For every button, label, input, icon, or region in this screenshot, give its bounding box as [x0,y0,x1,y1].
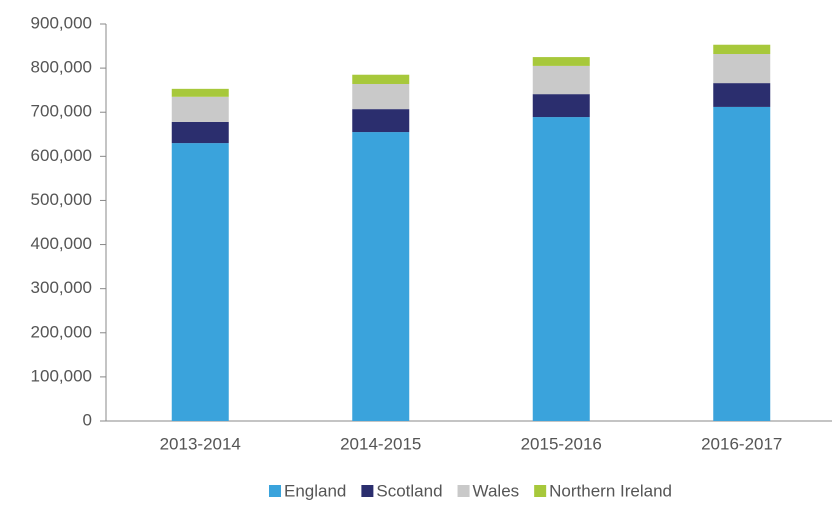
legend-label: England [284,481,346,500]
legend-label: Wales [473,481,520,500]
x-tick-label: 2016-2017 [701,434,782,453]
bar-segment [171,96,229,122]
bar-segment [713,83,771,107]
legend-swatch [457,485,470,497]
y-tick-label: 800,000 [31,58,92,77]
bar-segment [352,74,410,84]
bar-segment [171,143,229,421]
y-tick-label: 600,000 [31,146,92,165]
bar-segment [171,121,229,144]
bar-segment [532,117,590,421]
bar-segment [352,132,410,422]
y-tick-label: 900,000 [31,13,92,32]
y-tick-label: 300,000 [31,278,92,297]
y-tick-label: 100,000 [31,366,92,385]
y-tick-label: 200,000 [31,322,92,341]
bar-segment [532,94,590,118]
legend-swatch [361,485,374,497]
bar-segment [713,106,771,421]
bar-segment [352,83,410,110]
bar-segment [713,53,771,84]
y-tick-label: 700,000 [31,102,92,121]
bar-segment [171,88,229,97]
bar-segment [532,65,590,95]
legend-swatch [268,485,281,497]
y-tick-label: 500,000 [31,190,92,209]
legend-label: Northern Ireland [549,481,672,500]
y-tick-label: 0 [83,410,92,429]
legend-label: Scotland [376,481,442,500]
bar-segment [713,44,771,54]
x-tick-label: 2015-2016 [521,434,602,453]
legend-swatch [534,485,547,497]
x-tick-label: 2014-2015 [340,434,421,453]
x-tick-label: 2013-2014 [160,434,241,453]
bar-segment [532,57,590,66]
y-tick-label: 400,000 [31,234,92,253]
bar-segment [352,109,410,133]
